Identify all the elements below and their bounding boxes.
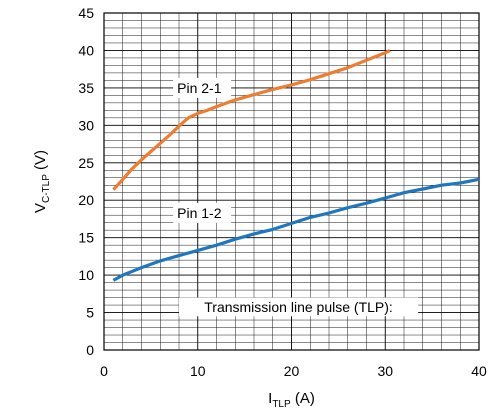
x-tick-label: 30 xyxy=(377,363,393,379)
y-axis-title-main: V xyxy=(32,203,49,213)
y-tick-label: 30 xyxy=(78,117,94,133)
plot-frame xyxy=(103,12,480,351)
pin12-label-background xyxy=(173,202,232,223)
series-layer xyxy=(112,48,480,282)
x-tick-label: 40 xyxy=(471,363,487,379)
pin21-label: Pin 2-1 xyxy=(177,80,222,96)
y-tick-label: 40 xyxy=(78,42,94,58)
y-tick-label: 5 xyxy=(86,305,94,321)
y-tick-label: 20 xyxy=(78,192,94,208)
x-tick-label: 0 xyxy=(100,363,108,379)
tlp-legend-box xyxy=(179,297,419,317)
pin12-label: Pin 1-2 xyxy=(177,205,222,221)
y-axis-title-sub: C-TLP xyxy=(41,174,52,203)
x-axis-title-main: I xyxy=(268,390,272,407)
x-axis-title-unit: (A) xyxy=(291,390,315,407)
y-tick-label: 15 xyxy=(78,230,94,246)
y-tick-label: 35 xyxy=(78,80,94,96)
series-line-pin-1-2 xyxy=(112,177,480,282)
plot-border xyxy=(103,12,480,351)
y-tick-label: 25 xyxy=(78,155,94,171)
x-tick-label: 10 xyxy=(190,363,206,379)
tick-labels: 0 10 20 30 40 0 5 10 15 20 25 30 35 40 45 xyxy=(78,5,487,379)
x-axis-title-sub: TLP xyxy=(272,399,291,410)
y-tick-label: 45 xyxy=(78,5,94,21)
y-axis-title: VC-TLP (V) xyxy=(32,150,52,213)
annotations: Pin 2-1 Pin 1-2 Transmission line pulse … xyxy=(173,77,419,317)
y-axis-title-unit: (V) xyxy=(32,150,49,174)
x-tick-label: 20 xyxy=(284,363,300,379)
y-tick-label: 0 xyxy=(86,342,94,358)
pin21-label-background xyxy=(173,77,232,98)
series-line-pin-2-1 xyxy=(112,48,391,191)
y-tick-label: 10 xyxy=(78,267,94,283)
tlp-legend-text: Transmission line pulse (TLP): xyxy=(204,299,393,315)
x-axis-title: ITLP (A) xyxy=(268,390,315,410)
